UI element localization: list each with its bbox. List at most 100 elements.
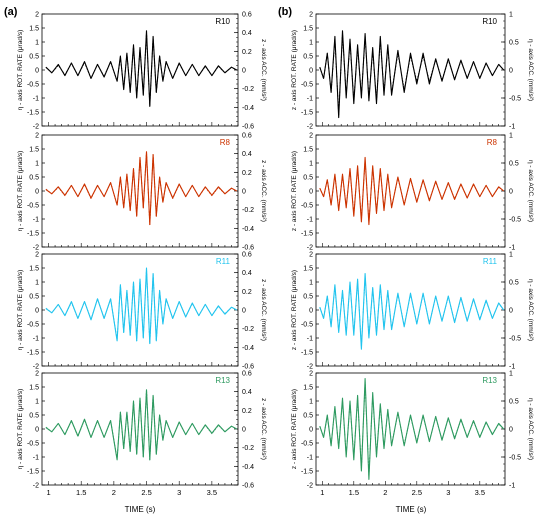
left-tick-label: -1 (33, 96, 39, 103)
subplot-b-r10: 2 1.5 1 0.5 0 -0.5 -1 -1.5 -2 1 0.5 0 -0.5 -1 z - axis… (291, 12, 534, 131)
left-tick-label: 0 (309, 427, 313, 434)
right-tick-label: -0.5 (509, 96, 521, 103)
station-label: R11 (216, 257, 231, 266)
left-tick-label: 0 (35, 189, 39, 196)
right-tick-label: 1 (509, 12, 513, 19)
left-tick-label: 2 (35, 252, 39, 259)
left-tick-label: -1.5 (301, 110, 313, 117)
left-tick-label: 1.5 (29, 147, 39, 154)
left-tick-label: -0.5 (301, 82, 313, 89)
left-tick-label: -0.5 (301, 322, 313, 329)
right-tick-label: 0 (242, 68, 246, 75)
x-tick-label: 1.5 (349, 488, 359, 497)
rotation-rate-line (45, 151, 237, 226)
right-tick-label: 1 (509, 252, 513, 259)
left-tick-label: 1.5 (303, 266, 313, 273)
right-tick-label: -0.5 (509, 455, 521, 462)
left-tick-label: 0.5 (29, 175, 39, 182)
right-tick-label: -0.6 (242, 364, 254, 371)
left-tick-label: -1 (307, 217, 313, 224)
left-tick-label: -0.5 (301, 441, 313, 448)
right-tick-label: 0.4 (242, 270, 252, 277)
right-tick-label: -0.6 (242, 483, 254, 490)
subplot-a-r10: 2 1.5 1 0.5 0 -0.5 -1 -1.5 -2 0.6 0.4 0.2 0 -0.2 -0.4 -… (17, 12, 267, 131)
right-tick-label: 0.6 (242, 133, 252, 140)
left-axis-label: η - axis ROT. RATE (μrad/s) (17, 270, 24, 351)
left-tick-label: 0.5 (29, 54, 39, 61)
x-tick-label: 3.5 (475, 488, 485, 497)
left-tick-label: 0.5 (303, 413, 313, 420)
left-tick-label: 1 (309, 280, 313, 287)
left-tick-label: -0.5 (27, 203, 39, 210)
right-tick-label: -1 (509, 245, 515, 252)
rotation-rate-line (319, 378, 505, 480)
right-axis-label: η - axis ACC. (mm/s²) (527, 279, 534, 341)
left-tick-label: 1.5 (29, 26, 39, 33)
station-label: R13 (482, 376, 497, 385)
left-tick-label: 1.5 (29, 266, 39, 273)
left-tick-label: 0.5 (29, 413, 39, 420)
subplot-b-r13: 2 1.5 1 0.5 0 -0.5 -1 -1.5 -2 1 0.5 0 -0.5 -1 1 1.5 2 2.5… (291, 371, 534, 498)
left-tick-label: 0.5 (303, 175, 313, 182)
left-tick-label: 2 (35, 133, 39, 140)
right-tick-label: -0.2 (242, 326, 254, 333)
x-tick-label: 2.5 (412, 488, 422, 497)
station-label: R8 (220, 138, 231, 147)
acceleration-line (45, 268, 237, 345)
left-tick-label: -1 (307, 96, 313, 103)
right-tick-label: 0.2 (242, 408, 252, 415)
left-tick-label: 0 (35, 427, 39, 434)
right-tick-label: -0.6 (242, 124, 254, 131)
x-tick-label: 1 (46, 488, 50, 497)
acceleration-line (319, 275, 505, 347)
left-tick-label: -1 (33, 217, 39, 224)
left-tick-label: -1.5 (27, 110, 39, 117)
right-tick-label: 0.4 (242, 389, 252, 396)
left-tick-label: -2 (307, 245, 313, 252)
right-axis-label: z - axis ACC. (mm/s²) (260, 398, 267, 460)
right-tick-label: 0.6 (242, 371, 252, 378)
right-tick-label: 0.5 (509, 280, 519, 287)
station-label: R10 (215, 17, 230, 26)
left-axis-label: z - axis ROT. RATE (μrad/s) (291, 30, 298, 110)
right-tick-label: 0.6 (242, 12, 252, 19)
left-tick-label: -2 (307, 364, 313, 371)
left-tick-label: 1 (35, 399, 39, 406)
acceleration-line (319, 33, 505, 116)
x-tick-label: 1.5 (76, 488, 86, 497)
subplot-b-r11: 2 1.5 1 0.5 0 -0.5 -1 -1.5 -2 1 0.5 0 -0.5 -1 z - axis… (291, 252, 534, 371)
x-tick-label: 2 (383, 488, 387, 497)
left-tick-label: 2 (309, 371, 313, 378)
left-axis-label: z - axis ROT. RATE (μrad/s) (291, 151, 298, 231)
left-tick-label: -2 (33, 124, 39, 131)
right-tick-label: 0 (242, 189, 246, 196)
left-tick-label: 2 (35, 12, 39, 19)
left-axis-label: η - axis ROT. RATE (μrad/s) (17, 151, 24, 232)
right-tick-label: 0.5 (509, 399, 519, 406)
acceleration-line (45, 32, 237, 106)
left-tick-label: 0 (35, 308, 39, 315)
left-tick-label: 0.5 (303, 294, 313, 301)
right-tick-label: 0.4 (242, 151, 252, 158)
left-axis-label: η - axis ROT. RATE (μrad/s) (17, 389, 24, 470)
right-tick-label: -0.5 (509, 336, 521, 343)
left-tick-label: -0.5 (301, 203, 313, 210)
right-tick-label: 1 (509, 133, 513, 140)
left-tick-label: -1.5 (27, 350, 39, 357)
right-tick-label: 0.2 (242, 170, 252, 177)
right-tick-label: -1 (509, 124, 515, 131)
right-tick-label: -0.4 (242, 105, 254, 112)
left-tick-label: 0.5 (303, 54, 313, 61)
right-tick-label: -0.4 (242, 464, 254, 471)
right-tick-label: -1 (509, 364, 515, 371)
left-tick-label: 1.5 (303, 26, 313, 33)
left-tick-label: 1.5 (29, 385, 39, 392)
left-tick-label: -0.5 (27, 322, 39, 329)
right-tick-label: -0.2 (242, 207, 254, 214)
left-tick-label: 0.5 (29, 294, 39, 301)
left-tick-label: -1 (33, 336, 39, 343)
left-tick-label: -1.5 (27, 469, 39, 476)
right-tick-label: 0 (509, 427, 513, 434)
left-tick-label: -1.5 (27, 231, 39, 238)
